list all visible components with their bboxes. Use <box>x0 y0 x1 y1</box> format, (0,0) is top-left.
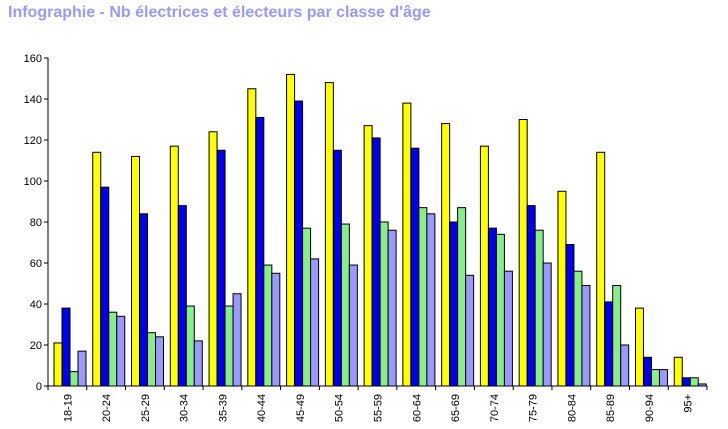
bar-20-24-s2 <box>100 186 110 387</box>
x-tick-label: 60-64 <box>411 394 423 422</box>
bar-50-54-s2 <box>332 149 342 387</box>
bar-85-89-s2 <box>604 301 614 387</box>
bar-40-44-s4 <box>271 272 281 387</box>
y-tick-label: 40 <box>30 299 42 311</box>
bar-50-54-s4 <box>348 264 358 387</box>
bars-group <box>53 73 707 387</box>
bar-20-24-s3 <box>108 311 118 387</box>
bar-85-89-s1 <box>596 151 606 387</box>
bar-20-24-s4 <box>116 315 126 387</box>
bar-90-94-s4 <box>658 369 668 387</box>
x-tick-label: 45-49 <box>295 394 307 422</box>
bar-65-69-s2 <box>449 221 459 387</box>
bar-90-94-s3 <box>650 369 660 387</box>
bar-30-34-s2 <box>177 205 187 387</box>
bar-30-34-s3 <box>185 305 195 387</box>
x-tick-label: 75-79 <box>528 394 540 422</box>
bar-18-19-s4 <box>77 350 87 387</box>
bar-85-89-s4 <box>620 344 630 387</box>
x-tick-label: 80-84 <box>566 394 578 422</box>
y-tick-label: 160 <box>24 53 42 65</box>
bar-35-39-s1 <box>208 131 218 387</box>
bar-25-29-s1 <box>131 155 141 387</box>
bar-70-74-s1 <box>479 145 489 387</box>
bar-35-39-s3 <box>224 305 234 387</box>
bar-95+-s2 <box>681 377 691 387</box>
x-tick-label: 85-89 <box>605 394 617 422</box>
y-tick-label: 140 <box>24 94 42 106</box>
bar-90-94-s1 <box>634 307 644 387</box>
x-tick-label: 40-44 <box>256 394 268 422</box>
x-tick-label: 20-24 <box>101 394 113 422</box>
bar-40-44-s2 <box>255 116 265 387</box>
x-tick-label: 30-34 <box>179 394 191 422</box>
x-axis: 18-19 20-24 25-29 30-34 35-39 40-44 45-49 50-54… <box>47 385 708 422</box>
x-tick-label: 95+ <box>683 394 695 413</box>
bar-60-64-s4 <box>426 213 436 387</box>
bar-75-79-s4 <box>542 262 552 387</box>
bar-65-69-s3 <box>457 207 467 387</box>
y-tick-label: 120 <box>24 135 42 147</box>
bar-50-54-s1 <box>324 82 334 387</box>
x-tick-label: 50-54 <box>334 394 346 422</box>
bar-55-59-s3 <box>379 221 389 387</box>
y-tick-label: 100 <box>24 176 42 188</box>
bar-20-24-s1 <box>92 151 102 387</box>
bar-45-49-s4 <box>310 258 320 387</box>
bar-55-59-s4 <box>387 229 397 387</box>
y-tick-label: 0 <box>36 381 42 393</box>
bar-25-29-s3 <box>147 332 157 387</box>
bar-80-84-s4 <box>581 285 591 387</box>
y-tick-label: 20 <box>30 340 42 352</box>
bar-35-39-s2 <box>216 149 226 387</box>
bar-80-84-s3 <box>573 270 583 387</box>
bar-25-29-s4 <box>155 336 165 387</box>
bar-45-49-s3 <box>302 227 312 387</box>
chart-title: Infographie - Nb électrices et électeurs… <box>8 4 431 21</box>
bar-75-79-s1 <box>518 119 528 387</box>
bar-55-59-s2 <box>371 137 381 387</box>
bar-60-64-s2 <box>410 147 420 387</box>
bar-75-79-s2 <box>526 205 536 387</box>
bar-50-54-s3 <box>340 223 350 387</box>
bar-45-49-s2 <box>294 100 304 387</box>
bar-95+-s3 <box>689 377 699 387</box>
x-tick-label: 55-59 <box>373 394 385 422</box>
bar-30-34-s4 <box>193 340 203 387</box>
bar-35-39-s4 <box>232 293 242 387</box>
bar-70-74-s4 <box>503 270 513 387</box>
bar-60-64-s1 <box>402 102 412 387</box>
x-tick-label: 70-74 <box>489 394 501 422</box>
x-tick-label: 90-94 <box>644 394 656 422</box>
bar-70-74-s2 <box>487 227 497 387</box>
bar-85-89-s3 <box>612 285 622 387</box>
bar-18-19-s1 <box>53 342 63 387</box>
bar-55-59-s1 <box>363 125 373 387</box>
bar-40-44-s1 <box>247 88 257 387</box>
bar-80-84-s2 <box>565 244 575 387</box>
bar-75-79-s3 <box>534 229 544 387</box>
y-axis: 0 20 40 60 80 100 120 140 160 <box>24 53 49 393</box>
bar-60-64-s3 <box>418 207 428 387</box>
y-tick-label: 60 <box>30 258 42 270</box>
bar-25-29-s2 <box>139 213 149 387</box>
bar-18-19-s3 <box>69 371 79 387</box>
y-tick-label: 80 <box>30 217 42 229</box>
bar-30-34-s1 <box>169 145 179 387</box>
x-tick-label: 25-29 <box>140 394 152 422</box>
bar-90-94-s2 <box>642 356 652 387</box>
bar-65-69-s4 <box>465 274 475 387</box>
bar-18-19-s2 <box>61 307 71 387</box>
x-tick-label: 65-69 <box>450 394 462 422</box>
bar-70-74-s3 <box>495 233 505 387</box>
bar-40-44-s3 <box>263 264 273 387</box>
x-tick-label: 35-39 <box>217 394 229 422</box>
bar-45-49-s1 <box>286 73 296 387</box>
bar-65-69-s1 <box>441 123 451 387</box>
bar-80-84-s1 <box>557 190 567 387</box>
bar-95+-s1 <box>673 356 683 387</box>
x-tick-label: 18-19 <box>62 394 74 422</box>
